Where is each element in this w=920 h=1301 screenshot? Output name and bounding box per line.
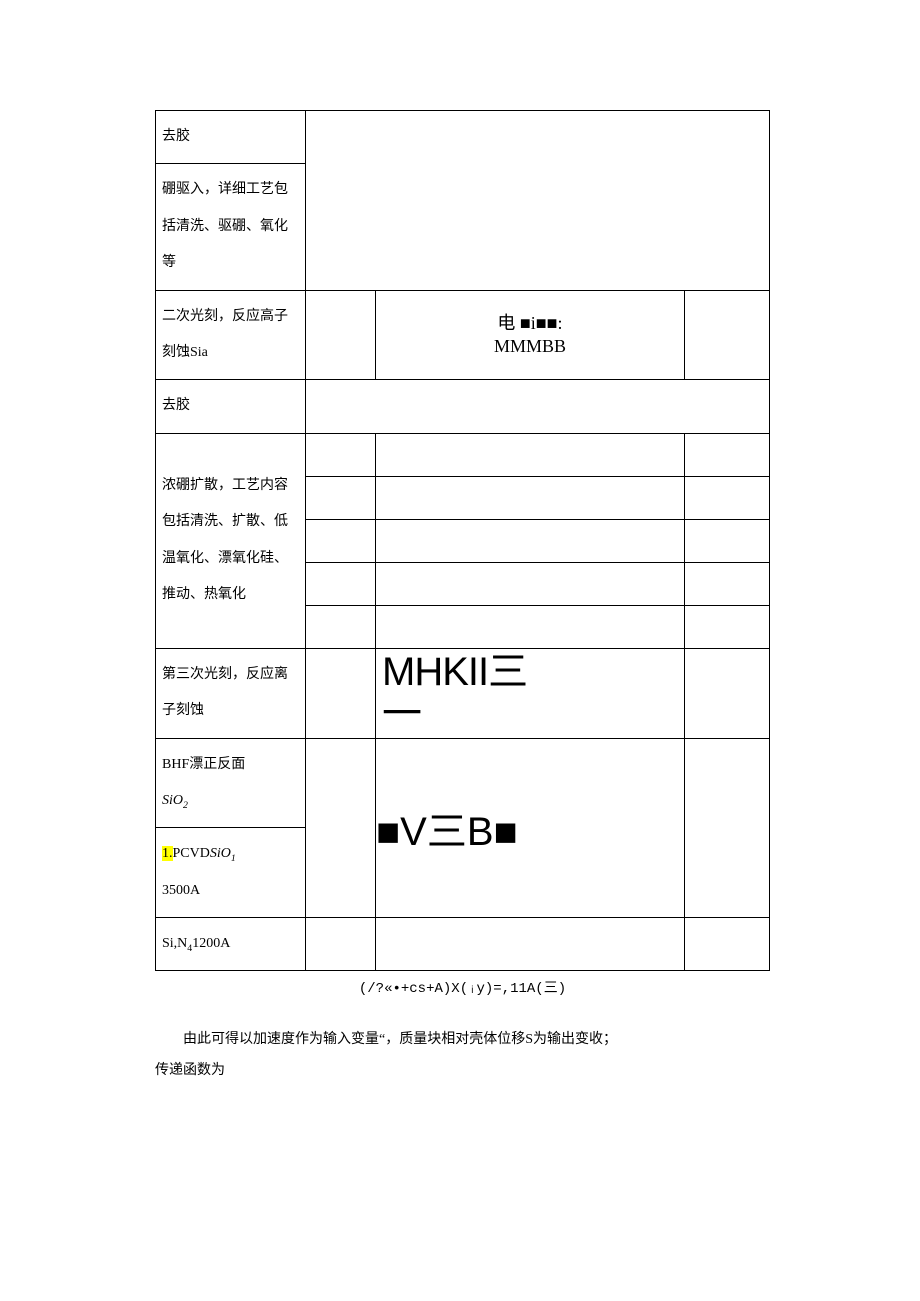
table-cell-spacer: [306, 290, 376, 380]
table-cell-left: 去胶: [156, 380, 306, 433]
table-cell-empty: [306, 111, 770, 291]
table-cell-spacer: [306, 562, 376, 605]
process-table: 去胶 硼驱入，详细工艺包括清洗、驱硼、氧化等 二次光刻，反应高子刻蚀Sia 电 …: [155, 110, 770, 971]
table-cell-left: 硼驱入，详细工艺包括清洗、驱硼、氧化等: [156, 164, 306, 290]
table-cell-right: [684, 738, 769, 918]
table-cell-empty: [376, 476, 685, 519]
paragraph-1: 由此可得以加速度作为输入变量“，质量块相对壳体位移S为输出变收；: [155, 1025, 770, 1056]
embedded-text-3: ■V三B■: [376, 799, 684, 857]
table-cell-right: [684, 290, 769, 380]
table-cell-spacer: [306, 918, 376, 971]
table-cell-empty: [376, 562, 685, 605]
embedded-text-1: 电 ■i■■:MMMBB: [376, 312, 684, 359]
embedded-text-2: MHKII三一: [382, 651, 684, 735]
table-cell-right: [684, 476, 769, 519]
table-cell-left: 二次光刻，反应高子刻蚀Sia: [156, 290, 306, 380]
table-cell-spacer: [306, 738, 376, 918]
table-cell-right: [684, 918, 769, 971]
table-cell-right: [684, 648, 769, 738]
paragraph-2: 传递函数为: [155, 1056, 770, 1087]
table-cell-spacer: [306, 519, 376, 562]
table-cell-spacer: [306, 433, 376, 476]
table-cell-empty: [376, 519, 685, 562]
table-cell-graphic: 电 ■i■■:MMMBB: [376, 290, 685, 380]
table-cell-left: 浓硼扩散，工艺内容包括清洗、扩散、低温氧化、漂氧化硅、推动、热氧化: [156, 433, 306, 648]
table-cell-left: 1.PCVDSiO13500A: [156, 828, 306, 918]
table-cell-left: BHF漂正反面SiO2: [156, 738, 306, 828]
table-cell-empty: [376, 433, 685, 476]
table-cell-spacer: [306, 476, 376, 519]
formula-text: (/?«•+cs+A)X(ᵢy)=,11A(三): [155, 977, 770, 997]
table-cell-left: Si,N41200A: [156, 918, 306, 971]
table-cell-left: 去胶: [156, 111, 306, 164]
table-cell-right: [684, 605, 769, 648]
table-cell-graphic: ■V三B■: [376, 738, 685, 918]
table-cell-empty: [376, 918, 685, 971]
table-cell-right: [684, 562, 769, 605]
table-cell-empty: [376, 605, 685, 648]
table-cell-right: [684, 433, 769, 476]
table-cell-right: [684, 519, 769, 562]
table-cell-left: 第三次光刻，反应离子刻蚀: [156, 648, 306, 738]
table-cell-empty: [306, 380, 770, 433]
table-cell-graphic: MHKII三一: [376, 648, 685, 738]
table-cell-spacer: [306, 605, 376, 648]
table-cell-spacer: [306, 648, 376, 738]
